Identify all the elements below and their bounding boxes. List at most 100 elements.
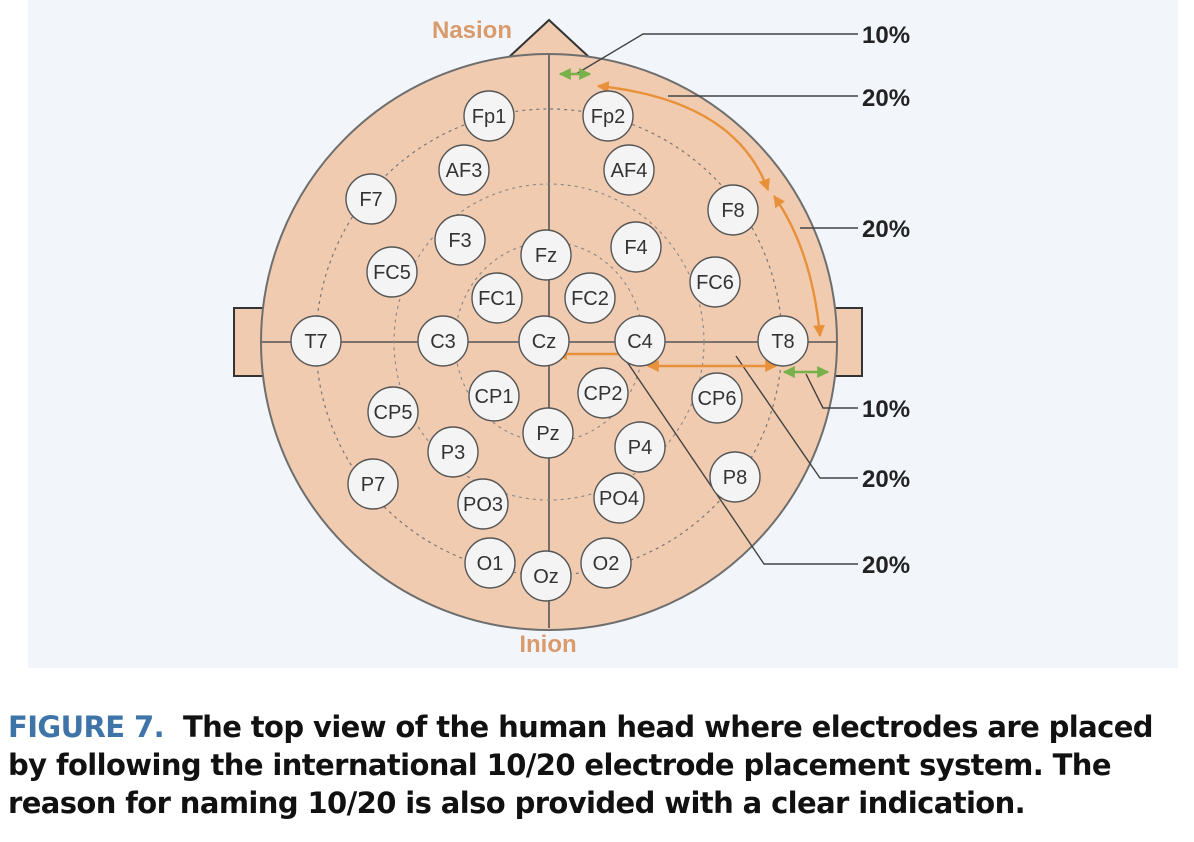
electrode-circle	[577, 367, 629, 419]
electrode-af3: AF3	[438, 144, 490, 196]
electrode-circle	[707, 184, 759, 236]
caption-text: The top view of the human head where ele…	[8, 710, 1154, 820]
electrode-circle	[580, 537, 632, 589]
electrode-label: PO3	[463, 494, 503, 516]
electrode-circle	[691, 372, 743, 424]
electrode-fc6: FC6	[689, 256, 741, 308]
electrode-p8: P8	[709, 451, 761, 503]
electrode-po3: PO3	[457, 478, 509, 530]
electrode-circle	[520, 550, 572, 602]
electrode-circle	[593, 472, 645, 524]
electrode-label: AF3	[446, 160, 483, 182]
percent-label: 20%	[862, 552, 910, 579]
electrode-circle	[522, 407, 574, 459]
electrode-label: P7	[361, 474, 385, 496]
electrode-label: FC6	[696, 272, 734, 294]
electrode-circle	[518, 315, 570, 367]
electrode-cz: Cz	[518, 315, 570, 367]
electrode-fc2: FC2	[564, 272, 616, 324]
electrode-label: CP2	[584, 383, 623, 405]
electrode-fz: Fz	[520, 229, 572, 281]
electrode-fp1: Fp1	[463, 90, 515, 142]
electrode-pz: Pz	[522, 407, 574, 459]
electrode-label: AF4	[611, 160, 648, 182]
electrode-circle	[434, 214, 486, 266]
electrode-label: O2	[593, 553, 620, 575]
electrode-cp5: CP5	[367, 386, 419, 438]
electrode-circle	[290, 315, 342, 367]
electrode-circle	[463, 90, 515, 142]
electrode-o2: O2	[580, 537, 632, 589]
percent-label: 10%	[862, 396, 910, 423]
figure-label: FIGURE 7.	[8, 710, 165, 744]
percent-label: 20%	[862, 466, 910, 493]
percent-label: 10%	[862, 22, 910, 49]
leader-lines	[575, 33, 858, 565]
electrode-f3: F3	[434, 214, 486, 266]
electrode-circle	[366, 246, 418, 298]
electrode-label: PO4	[599, 488, 639, 510]
electrode-label: P8	[723, 467, 747, 489]
electrode-label: F4	[624, 237, 647, 259]
electrode-label: F3	[448, 230, 471, 252]
electrode-circle	[582, 90, 634, 142]
electrode-circle	[438, 144, 490, 196]
electrode-label: Fz	[535, 245, 557, 267]
electrode-t8: T8	[757, 315, 809, 367]
electrode-label: O1	[477, 553, 504, 575]
electrode-circle	[610, 221, 662, 273]
electrode-circle	[464, 537, 516, 589]
electrode-label: Fp2	[591, 106, 625, 128]
electrode-label: C3	[430, 331, 456, 353]
nose-triangle	[505, 18, 593, 59]
electrode-circle	[520, 229, 572, 281]
percent-label: 20%	[862, 216, 910, 243]
electrode-circle	[614, 421, 666, 473]
electrode-label: T7	[304, 331, 327, 353]
percent-label: 20%	[862, 85, 910, 112]
electrode-label: C4	[627, 331, 653, 353]
electrode-cp6: CP6	[691, 372, 743, 424]
electrode-label: F7	[359, 189, 382, 211]
electrode-label: Fp1	[472, 106, 506, 128]
electrode-circle	[614, 315, 666, 367]
electrode-circle	[345, 173, 397, 225]
electrode-c3: C3	[417, 315, 469, 367]
inion-label: Inion	[519, 631, 576, 658]
electrode-circle	[347, 458, 399, 510]
electrode-circle	[709, 451, 761, 503]
electrode-label: T8	[771, 331, 794, 353]
electrode-af4: AF4	[603, 144, 655, 196]
electrode-p7: P7	[347, 458, 399, 510]
figure-caption: FIGURE 7. The top view of the human head…	[8, 708, 1188, 822]
electrode-c4: C4	[614, 315, 666, 367]
nasion-label: Nasion	[432, 17, 512, 44]
electrode-circle	[471, 272, 523, 324]
electrode-o1: O1	[464, 537, 516, 589]
electrode-f4: F4	[610, 221, 662, 273]
electrode-t7: T7	[290, 315, 342, 367]
electrode-circle	[427, 426, 479, 478]
electrode-fc1: FC1	[471, 272, 523, 324]
electrodes: Fp1 Fp2 AF3 AF4 F7 F8 F3 Fz F4 FC5 FC6 FC1 FC2 T7 C3 Cz…	[290, 90, 809, 602]
reference-circle-middle	[393, 183, 705, 501]
electrode-circle	[468, 370, 520, 422]
percent-labels: 10% 20% 20% 10% 20% 20%	[862, 22, 910, 579]
electrode-p4: P4	[614, 421, 666, 473]
electrode-p3: P3	[427, 426, 479, 478]
electrode-circle	[417, 315, 469, 367]
electrode-circle	[757, 315, 809, 367]
electrode-circle	[603, 144, 655, 196]
electrode-cp2: CP2	[577, 367, 629, 419]
electrode-label: Oz	[533, 566, 559, 588]
electrode-fp2: Fp2	[582, 90, 634, 142]
electrode-po4: PO4	[593, 472, 645, 524]
electrode-label: CP1	[475, 386, 514, 408]
electrode-label: F8	[721, 200, 744, 222]
electrode-label: FC5	[373, 262, 411, 284]
electrode-label: FC2	[571, 288, 609, 310]
electrode-oz: Oz	[520, 550, 572, 602]
electrode-label: P3	[441, 442, 465, 464]
electrode-circle	[367, 386, 419, 438]
electrode-circle	[689, 256, 741, 308]
